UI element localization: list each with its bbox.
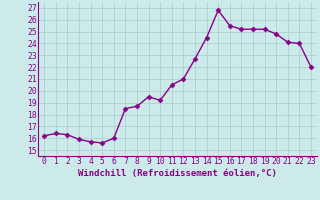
X-axis label: Windchill (Refroidissement éolien,°C): Windchill (Refroidissement éolien,°C) [78, 169, 277, 178]
